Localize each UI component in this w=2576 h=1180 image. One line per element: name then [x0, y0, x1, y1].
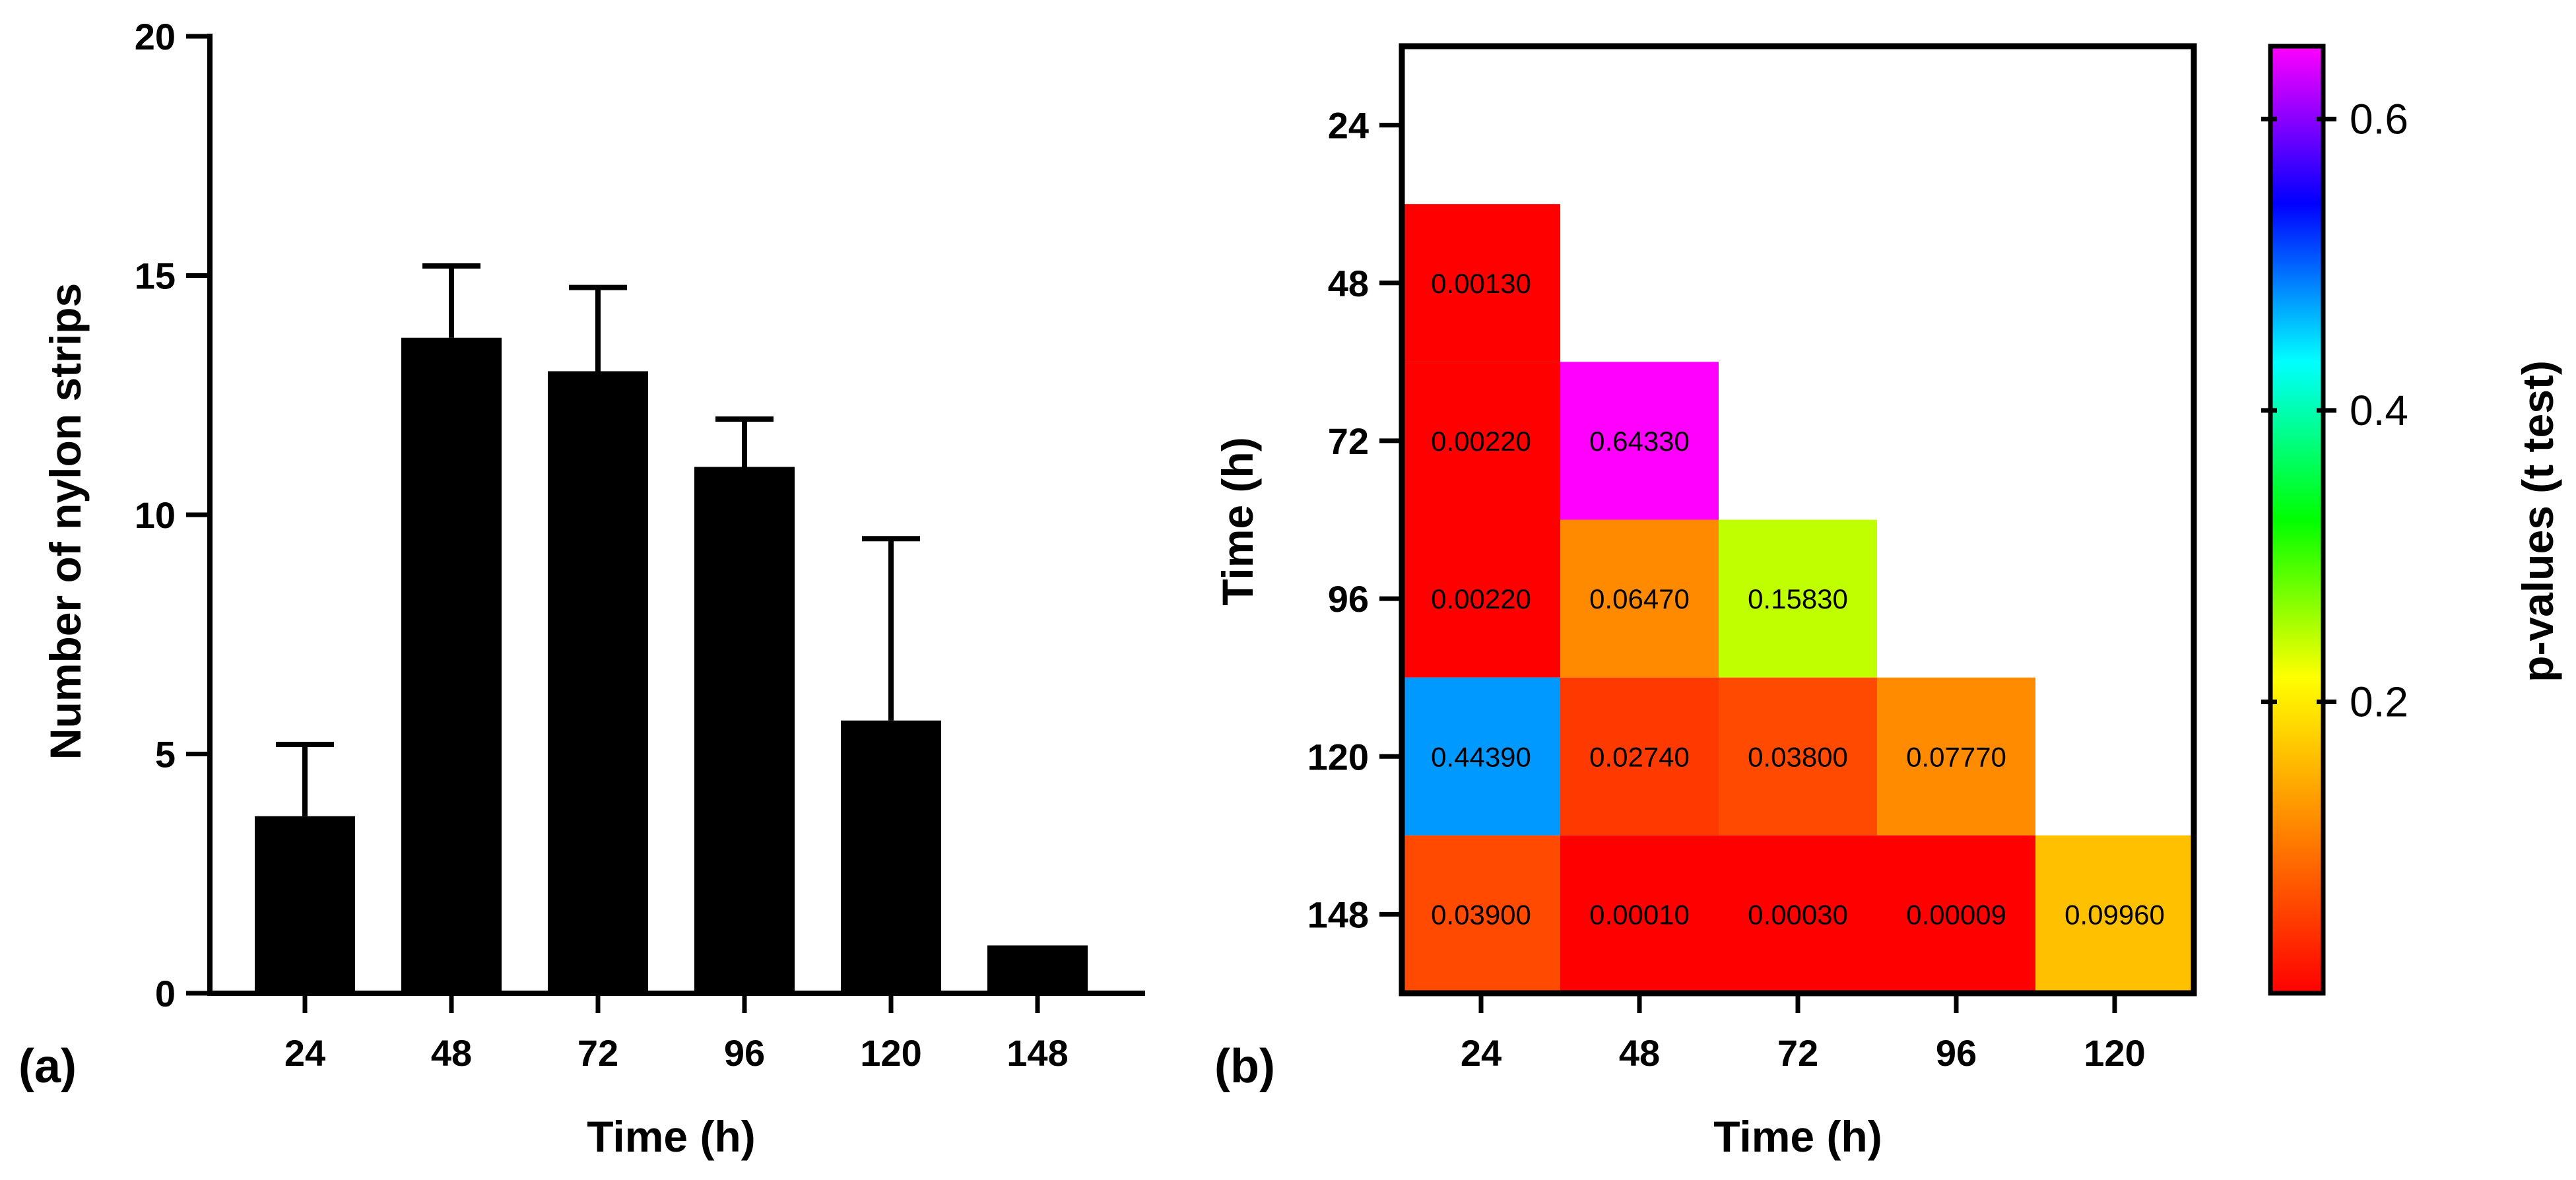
y-tick-label: 0	[155, 973, 176, 1014]
heatmap-cell-48-96	[1560, 519, 1719, 678]
x-tick-label: 48	[431, 1032, 472, 1074]
heatmap-x-tick-label: 48	[1619, 1032, 1660, 1074]
y-tick-label: 15	[135, 255, 176, 297]
heatmap-cell-72-120	[1719, 677, 1877, 836]
heatmap-cell-label: 0.03900	[1431, 899, 1531, 930]
heatmap-cell-label: 0.06470	[1589, 583, 1690, 614]
x-tick-label: 24	[284, 1032, 325, 1074]
x-tick-label: 120	[860, 1032, 921, 1074]
heatmap-cell-label: 0.00130	[1431, 268, 1531, 299]
heatmap-cell-label: 0.03800	[1748, 741, 1848, 772]
panel-label-b: (b)	[1214, 1040, 1275, 1093]
colorbar-tick-label: 0.4	[2350, 387, 2408, 434]
bar-120	[841, 720, 941, 993]
heatmap-cell-label: 0.09960	[2064, 899, 2165, 930]
heatmap-x-axis-title: Time (h)	[1713, 1112, 1882, 1161]
heatmap-y-tick-label: 72	[1328, 420, 1369, 462]
heatmap-cell-96-120	[1877, 677, 2035, 836]
heatmap-panel: 0.00130 0.00220 0.64330 0.00220 0.06470 0.158…	[1213, 43, 2197, 1161]
heatmap-cell-label: 0.00220	[1431, 426, 1531, 457]
heatmap-x-tick-label: 120	[2084, 1032, 2145, 1074]
bar-x-axis-title: Time (h)	[587, 1112, 755, 1161]
panel-label-a: (a)	[18, 1040, 77, 1093]
heatmap-cell-label: 0.44390	[1431, 741, 1531, 772]
heatmap-cell-label: 0.00010	[1589, 899, 1690, 930]
heatmap-cell-24-148	[1402, 835, 1560, 993]
heatmap-y-tick-label: 120	[1307, 736, 1369, 777]
x-axis-ticks: 24 48 72 96 120 148	[284, 993, 1069, 1074]
y-tick-label: 20	[135, 16, 176, 57]
heatmap-cell-72-96	[1719, 519, 1877, 678]
x-tick-label: 148	[1007, 1032, 1068, 1074]
heatmap-cell-48-120	[1560, 677, 1719, 836]
heatmap-cell-24-120	[1402, 677, 1560, 836]
bar-148	[987, 945, 1088, 993]
heatmap-cell-120-148	[2035, 835, 2194, 993]
heatmap-x-tick-label: 24	[1461, 1032, 1502, 1074]
colorbar-ticks: 0.2 0.4 0.6	[2261, 95, 2408, 725]
bar-96	[694, 467, 795, 993]
heatmap-cell-label: 0.00220	[1431, 583, 1531, 614]
heatmap-y-tick-label: 96	[1328, 578, 1369, 620]
colorbar: 0.2 0.4 0.6 p-values (t test)	[2261, 44, 2562, 996]
bar-72	[548, 371, 648, 993]
heatmap-cell-label: 0.15830	[1748, 583, 1848, 614]
heatmap-cells: 0.00130 0.00220 0.64330 0.00220 0.06470 0.158…	[1402, 204, 2194, 993]
heatmap-cell-48-72	[1560, 362, 1719, 520]
heatmap-x-ticks: 24 48 72 96 120	[1461, 993, 2146, 1074]
y-tick-label: 10	[135, 494, 176, 536]
error-bars	[276, 263, 920, 816]
colorbar-tick-label: 0.2	[2350, 678, 2408, 725]
heatmap-x-tick-label: 96	[1936, 1032, 1977, 1074]
bar-chart-panel: 0 5 10 15 20 24 48 72 96 120 148 Time (h) Number …	[18, 16, 1145, 1161]
heatmap-cell-48-148	[1560, 835, 1719, 993]
heatmap-y-tick-label: 148	[1307, 894, 1369, 935]
heatmap-cell-label: 0.64330	[1589, 426, 1690, 457]
x-tick-label: 72	[578, 1032, 618, 1074]
y-axis-ticks: 0 5 10 15 20	[135, 16, 210, 1014]
colorbar-gradient	[2268, 44, 2326, 996]
heatmap-y-axis-title: Time (h)	[1213, 437, 1262, 605]
heatmap-y-tick-label: 48	[1328, 263, 1369, 304]
heatmap-x-tick-label: 72	[1777, 1032, 1818, 1074]
bar-series	[255, 337, 1088, 993]
heatmap-cell-24-48	[1402, 204, 1560, 362]
heatmap-cell-24-72	[1402, 362, 1560, 520]
heatmap-cell-24-96	[1402, 519, 1560, 678]
heatmap-cell-96-148	[1877, 835, 2035, 993]
heatmap-y-ticks: 24 48 72 96 120 148	[1307, 105, 1402, 935]
x-tick-label: 96	[724, 1032, 765, 1074]
bar-y-axis-title: Number of nylon strips	[41, 283, 90, 760]
heatmap-cell-72-148	[1719, 835, 1877, 993]
bar-24	[255, 816, 355, 993]
heatmap-cell-label: 0.02740	[1589, 741, 1690, 772]
heatmap-cell-label: 0.00009	[1906, 899, 2006, 930]
colorbar-tick-label: 0.6	[2350, 95, 2408, 143]
bar-48	[401, 337, 502, 993]
heatmap-y-tick-label: 24	[1328, 105, 1369, 147]
colorbar-title: p-values (t test)	[2513, 360, 2562, 682]
y-tick-label: 5	[155, 734, 176, 775]
heatmap-cell-label: 0.07770	[1906, 741, 2006, 772]
heatmap-cell-label: 0.00030	[1748, 899, 1848, 930]
